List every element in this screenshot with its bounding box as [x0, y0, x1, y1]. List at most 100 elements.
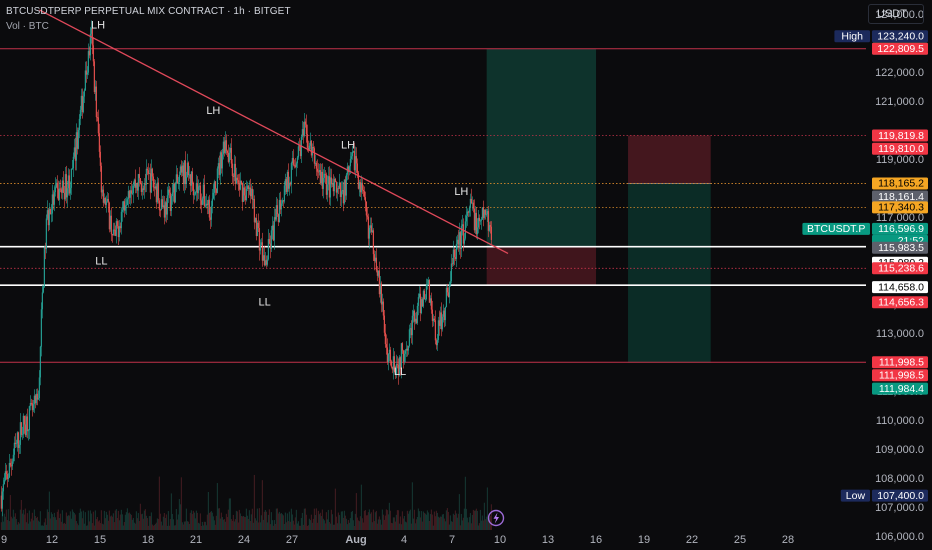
currency-selector[interactable]: USDT	[868, 4, 924, 24]
volume-bar	[64, 523, 66, 530]
volume-bar	[319, 512, 321, 530]
candle-body	[38, 377, 40, 399]
volume-bar	[278, 511, 280, 530]
candle-body	[83, 90, 85, 97]
candle-body	[17, 432, 19, 448]
candle-body	[153, 187, 155, 189]
volume-bar	[233, 521, 235, 530]
price-tag	[872, 369, 928, 382]
price-tag-text: 118,161.4	[878, 191, 924, 203]
candle-body	[115, 221, 117, 236]
volume-bar	[298, 525, 300, 530]
volume-bar	[53, 512, 55, 530]
volume-bar	[213, 520, 215, 530]
candle-body	[337, 188, 339, 190]
volume-bar	[99, 523, 101, 530]
volume-bar	[121, 514, 123, 530]
candle-body	[372, 230, 374, 255]
time-axis[interactable]: 9 12 15 18 21 24 27 Aug 4 7 10 13 16 19 22 25 28	[1, 534, 794, 546]
candle-body	[134, 179, 136, 188]
volume-bar	[345, 518, 347, 530]
volume-bar	[175, 508, 177, 530]
volume-bar	[192, 510, 194, 530]
candle-body	[335, 181, 337, 193]
candle-body	[429, 298, 431, 303]
candle-body	[271, 225, 273, 231]
candle-body	[254, 217, 256, 223]
candle-body	[422, 290, 424, 307]
candle-body	[98, 133, 100, 152]
candle-body	[373, 254, 375, 261]
candle-body	[460, 225, 462, 249]
volume-bar	[81, 518, 83, 530]
volume-bar	[324, 523, 326, 530]
candle-body	[379, 283, 381, 295]
volume-bar	[38, 521, 40, 530]
candle-body	[297, 146, 299, 158]
volume-bar	[454, 510, 456, 530]
volume-bar	[411, 482, 413, 530]
candle-body	[220, 152, 222, 169]
volume-bar	[347, 520, 349, 530]
candle-body	[385, 344, 387, 348]
candle-body	[0, 495, 2, 509]
volume-bar	[2, 521, 4, 530]
candle-body	[441, 316, 443, 330]
volume-bar	[24, 508, 26, 530]
candle-body	[173, 183, 175, 203]
candle-body	[284, 179, 286, 186]
volume-bar	[13, 516, 15, 530]
volume-bar	[471, 514, 473, 530]
volume-bar	[331, 514, 333, 530]
volume-bar	[323, 520, 325, 530]
volume-bar	[363, 510, 365, 530]
volume-bar	[407, 513, 409, 530]
candle-body	[62, 180, 64, 193]
volume-bar	[216, 483, 218, 530]
volume-bar	[265, 511, 267, 530]
candle-body	[354, 156, 356, 171]
candle-body	[333, 178, 335, 192]
volume-bar	[334, 488, 336, 530]
candle-body	[443, 310, 445, 321]
candle-body	[142, 188, 144, 190]
candle-body	[46, 210, 48, 219]
candle-body	[73, 147, 75, 157]
volume-bar	[87, 510, 89, 530]
volume-bar	[149, 516, 151, 530]
candle-body	[469, 198, 471, 208]
volume-bar	[94, 510, 96, 530]
volume-bar	[163, 512, 165, 530]
volume-bar	[189, 512, 191, 530]
volume-bar	[234, 519, 236, 530]
volume-bar	[269, 524, 271, 530]
volume-bar	[429, 514, 431, 530]
volume-bar	[487, 515, 489, 530]
price-tag	[872, 262, 928, 275]
candle-body	[415, 318, 417, 324]
candle-body	[252, 198, 254, 200]
price-tag-label-text: BTCUSDT.P	[807, 223, 865, 235]
volume-bar	[312, 518, 314, 530]
candle-body	[250, 188, 252, 197]
candle-body	[6, 474, 8, 479]
volume-bar	[486, 487, 488, 530]
volume-bar	[72, 511, 74, 530]
candle-body	[368, 227, 370, 239]
volume-bar	[419, 517, 421, 530]
candle-body	[355, 156, 357, 164]
volume-bar	[452, 513, 454, 530]
candle-body	[277, 214, 279, 223]
price-tag-text: 107,400.0	[877, 490, 924, 502]
candle-body	[359, 182, 361, 193]
candle-body	[484, 209, 486, 215]
lightning-icon[interactable]	[487, 509, 505, 527]
candle-body	[395, 364, 397, 375]
volume-bar	[311, 522, 313, 530]
volume-bar	[240, 515, 242, 530]
volume-bar	[445, 510, 447, 530]
trendline-layer[interactable]	[39, 9, 509, 255]
volume-bar	[413, 509, 415, 530]
volume-bar	[36, 516, 38, 530]
